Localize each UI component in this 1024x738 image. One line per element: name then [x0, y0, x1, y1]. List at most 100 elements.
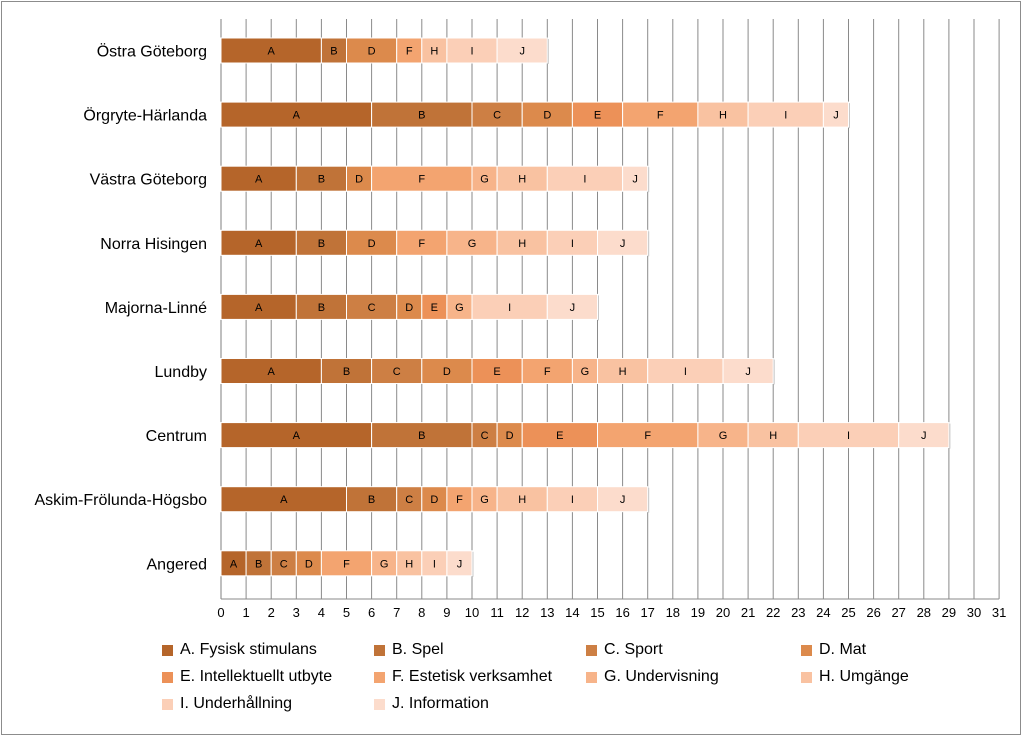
bar-segment-label: H [430, 46, 438, 58]
bar-segment-label: B [255, 558, 262, 570]
bar-segment [471, 165, 498, 192]
bar-segment-label: B [318, 238, 325, 250]
legend-swatch [586, 671, 597, 683]
bar-segment [571, 358, 599, 384]
bar-segment [346, 37, 398, 64]
bar-segment [722, 358, 774, 384]
legend-label: G. Undervisning [604, 668, 719, 685]
x-tick-label: 24 [816, 605, 830, 620]
bar-segment [496, 37, 548, 64]
bar-segment-label: F [343, 558, 350, 570]
bar-segment-label: D [506, 430, 514, 442]
legend-item: D. Mat [801, 639, 931, 661]
bar-segment-label: H [769, 430, 777, 442]
bar-segment-label: B [318, 174, 325, 186]
bar-segment-label: J [833, 110, 839, 122]
x-tick-label: 15 [590, 605, 604, 620]
bar-segment-label: C [405, 494, 413, 506]
legend-label: J. Information [392, 695, 489, 712]
bar-segment [245, 550, 272, 577]
bar-segment-label: A [230, 558, 238, 570]
legend-label: C. Sport [604, 641, 663, 658]
bar-segment-label: C [393, 366, 401, 378]
legend-swatch [162, 698, 173, 710]
category-label: Norra Hisingen [100, 236, 207, 253]
bar-segment-label: F [406, 46, 413, 58]
legend-swatch [586, 644, 597, 656]
bar-segment-label: I [433, 558, 436, 570]
legend-label: F. Estetisk verksamhet [392, 668, 553, 685]
category-label: Centrum [146, 428, 207, 445]
bar-segment-label: D [368, 46, 376, 58]
bar-segment-label: B [330, 46, 337, 58]
bar-segment-label: J [570, 302, 576, 314]
x-tick-label: 19 [691, 605, 705, 620]
bar-segment [647, 358, 724, 384]
x-tick-label: 18 [666, 605, 680, 620]
bar-segment-label: B [368, 494, 375, 506]
legend-swatch [162, 671, 173, 683]
bar-segment-label: F [418, 174, 425, 186]
legend-swatch [162, 644, 173, 656]
legend-item: A. Fysisk stimulans [162, 639, 374, 661]
bar-segment-label: D [430, 494, 438, 506]
bar-segment-label: H [719, 110, 727, 122]
x-tick-label: 3 [293, 605, 300, 620]
bar-segment [622, 101, 699, 128]
category-label: Örgryte-Härlanda [83, 107, 207, 125]
bar-segment [371, 165, 473, 192]
x-tick-label: 28 [917, 605, 931, 620]
legend-item: H. Umgänge [801, 666, 931, 688]
bar-segment [421, 358, 473, 384]
bar-segment [446, 293, 473, 320]
category-label: Västra Göteborg [90, 172, 207, 189]
bar-segment [546, 486, 598, 513]
legend-swatch [374, 644, 385, 656]
bar-segment [747, 422, 799, 449]
bar-segment [521, 422, 599, 449]
x-tick-label: 4 [318, 605, 325, 620]
legend-label: I. Underhållning [180, 695, 293, 712]
x-tick-label: 27 [891, 605, 905, 620]
bar-segment-label: D [355, 174, 363, 186]
bar-segment [496, 486, 548, 513]
x-tick-label: 1 [242, 605, 249, 620]
x-tick-label: 12 [515, 605, 529, 620]
x-tick-label: 7 [393, 605, 400, 620]
bar-segment [295, 550, 322, 577]
x-tick-label: 8 [418, 605, 425, 620]
bar-segment [471, 101, 523, 128]
x-tick-label: 23 [791, 605, 805, 620]
bar-segment [421, 37, 448, 64]
bar-segment-label: E [431, 302, 438, 314]
bar-segment [396, 486, 423, 513]
bar-segment [597, 486, 649, 513]
x-tick-label: 22 [766, 605, 780, 620]
legend-swatch [801, 644, 812, 656]
bar-segment [546, 293, 598, 320]
bar-segment-label: G [455, 302, 464, 314]
bar-segment-label: C [368, 302, 376, 314]
bar-segment-label: I [684, 366, 687, 378]
bar-segment-label: F [544, 366, 551, 378]
bar-segment-label: I [470, 46, 473, 58]
bar-layer: A B D F H I J A B C D E F H I J A B D F G H I J A B D F G H I J A B C D E G I J… [220, 37, 951, 577]
bar-segment [396, 293, 423, 320]
bar-segment [346, 229, 398, 256]
bar-segment-label: G [480, 494, 489, 506]
bar-segment [446, 486, 473, 513]
bar-segment [797, 422, 900, 449]
x-tick-label: 20 [716, 605, 730, 620]
bar-segment-label: I [508, 302, 511, 314]
category-label: Lundby [155, 364, 208, 381]
bar-segment-label: J [519, 46, 525, 58]
bar-segment-label: J [745, 366, 751, 378]
bar-segment [220, 37, 322, 64]
bar-segment-label: G [380, 558, 389, 570]
category-label: Östra Göteborg [97, 43, 207, 61]
x-tick-label: 30 [967, 605, 981, 620]
bar-segment-label: J [457, 558, 463, 570]
bar-segment-label: F [644, 430, 651, 442]
bar-segment-label: H [405, 558, 413, 570]
